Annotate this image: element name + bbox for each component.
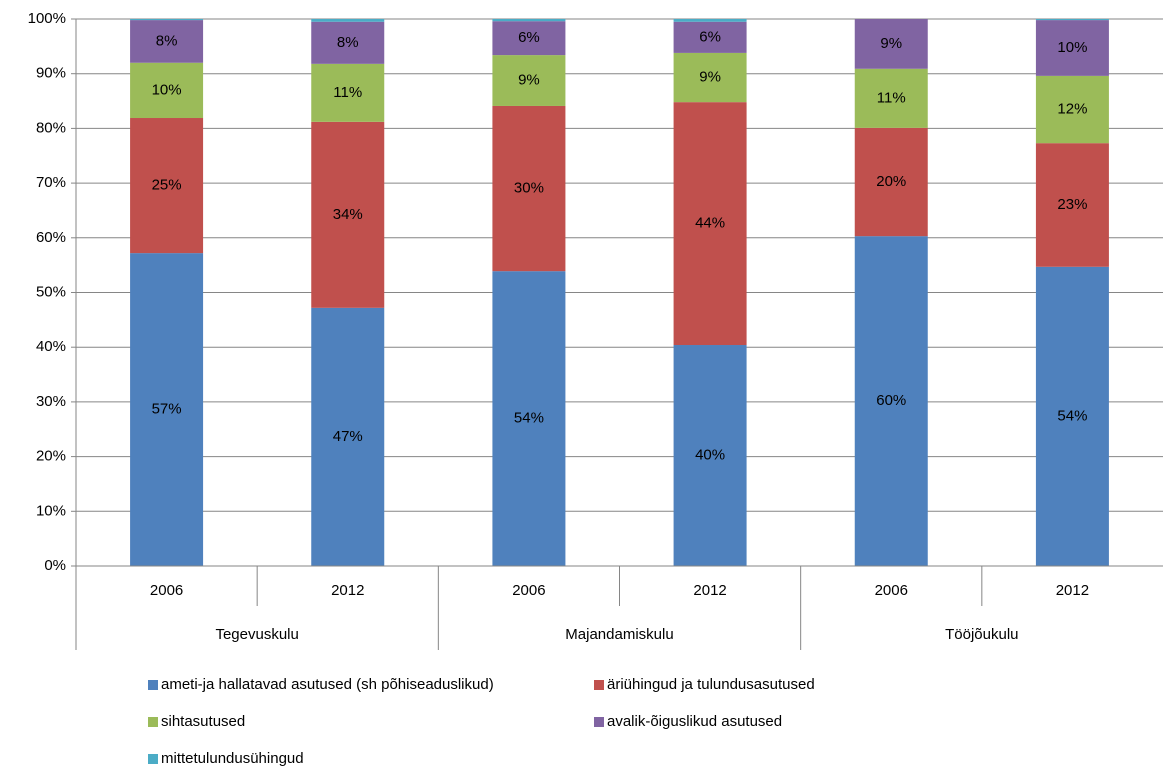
data-label: 9% <box>518 72 540 89</box>
bar-segment <box>492 271 566 566</box>
data-label: 11% <box>877 89 906 106</box>
y-tick-label: 70% <box>36 174 66 191</box>
bar-segment <box>1035 143 1109 267</box>
bar-segment <box>130 253 204 566</box>
data-label: 23% <box>1057 196 1087 213</box>
data-label: 54% <box>1057 407 1087 424</box>
data-label: 10% <box>1057 39 1087 56</box>
bar-segment <box>311 121 385 308</box>
bar-segment <box>492 105 566 272</box>
legend-label: avalik-õiguslikud asutused <box>607 713 782 730</box>
bar-segment <box>311 307 385 566</box>
y-tick-label: 100% <box>28 10 66 27</box>
legend-label: mittetulundusühingud <box>161 750 304 767</box>
y-tick-label: 0% <box>44 557 66 574</box>
bar-segment <box>854 127 928 237</box>
bar-segment <box>1035 75 1109 144</box>
group-label: Tegevuskulu <box>215 626 298 643</box>
y-tick-label: 80% <box>36 119 66 136</box>
y-tick-label: 90% <box>36 65 66 82</box>
bar-segment <box>673 52 747 103</box>
bar-segment <box>673 19 747 22</box>
bar-segment <box>130 19 204 21</box>
bar-segment <box>854 236 928 566</box>
bar-segment <box>854 19 928 69</box>
y-tick-label: 10% <box>36 502 66 519</box>
legend-swatch <box>594 717 604 727</box>
bar-segment <box>1035 266 1109 566</box>
legend-label: äriühingud ja tulundusasutused <box>607 676 815 693</box>
bar-segment <box>311 63 385 122</box>
bar-segment <box>492 55 566 106</box>
y-tick-label: 30% <box>36 393 66 410</box>
x-tick-label: 2012 <box>331 582 364 599</box>
data-label: 8% <box>337 34 359 51</box>
data-label: 6% <box>518 29 540 46</box>
bar-segment <box>673 102 747 346</box>
group-label: Tööjõukulu <box>945 626 1018 643</box>
bar-segment <box>130 118 204 254</box>
x-tick-label: 2012 <box>693 582 726 599</box>
y-tick-label: 20% <box>36 448 66 465</box>
data-label: 57% <box>152 401 182 418</box>
group-label: Majandamiskulu <box>565 626 673 643</box>
bar-segment <box>311 21 385 64</box>
data-label: 11% <box>333 84 362 101</box>
legend-swatch <box>148 754 158 764</box>
x-tick-label: 2006 <box>875 582 908 599</box>
data-label: 25% <box>152 177 182 194</box>
bar-segment <box>130 20 204 63</box>
data-label: 60% <box>876 392 906 409</box>
legend-label: sihtasutused <box>161 713 245 730</box>
bar-segment <box>492 21 566 56</box>
bar-segment <box>854 68 928 128</box>
data-label: 6% <box>699 28 721 45</box>
legend-swatch <box>148 717 158 727</box>
data-label: 9% <box>699 68 721 85</box>
bar-segment <box>1035 20 1109 76</box>
data-label: 34% <box>333 206 363 223</box>
data-label: 8% <box>156 32 178 49</box>
bar-segment <box>492 19 566 22</box>
x-tick-label: 2006 <box>150 582 183 599</box>
data-label: 9% <box>880 35 902 52</box>
data-label: 30% <box>514 180 544 197</box>
data-label: 12% <box>1057 100 1087 117</box>
x-tick-label: 2012 <box>1056 582 1089 599</box>
data-label: 54% <box>514 410 544 427</box>
data-label: 44% <box>695 215 725 232</box>
data-label: 40% <box>695 446 725 463</box>
data-label: 10% <box>152 81 182 98</box>
bar-segment <box>311 19 385 22</box>
legend-label: ameti-ja hallatavad asutused (sh põhisea… <box>161 676 494 693</box>
legend-swatch <box>148 680 158 690</box>
data-label: 20% <box>876 173 906 190</box>
y-tick-label: 60% <box>36 229 66 246</box>
data-label: 47% <box>333 428 363 445</box>
legend-swatch <box>594 680 604 690</box>
y-tick-label: 50% <box>36 283 66 300</box>
y-tick-label: 40% <box>36 338 66 355</box>
x-tick-label: 2006 <box>512 582 545 599</box>
bar-segment <box>673 345 747 566</box>
bar-segment <box>130 62 204 119</box>
bar-segment <box>673 21 747 53</box>
bar-segment <box>1035 19 1109 21</box>
